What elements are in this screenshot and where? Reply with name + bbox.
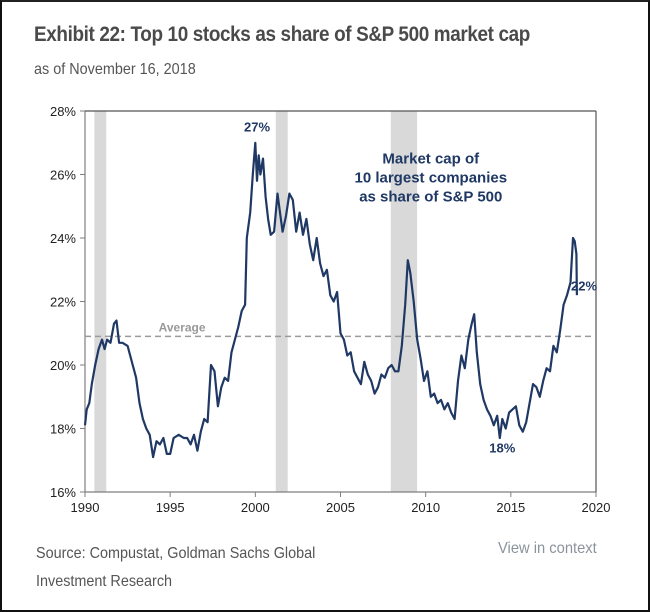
x-tick-label: 1995 (156, 500, 185, 515)
series-line (83, 141, 578, 459)
series-annotation: Market cap of (382, 150, 480, 167)
x-tick-label: 2000 (241, 500, 270, 515)
y-tick-label: 24% (50, 231, 76, 246)
y-tick-label: 26% (50, 168, 76, 183)
axes: 16% 18% 20% 22% 24% 26% 28% 1990 1995 2000 2005 201… (50, 104, 610, 515)
y-tick-label: 16% (50, 485, 76, 500)
source-line-1: Source: Compustat, Goldman Sachs Global (36, 545, 316, 562)
series-annotation: 10 largest companies (354, 169, 507, 186)
source-note: Source: Compustat, Goldman Sachs Global … (36, 540, 315, 596)
x-tick-label: 2010 (411, 500, 440, 515)
y-tick-label: 20% (50, 358, 76, 373)
series-group (83, 141, 578, 459)
chart-title: Exhibit 22: Top 10 stocks as share of S&… (34, 23, 530, 46)
x-tick-label: 2005 (326, 500, 355, 515)
y-tick-label: 18% (50, 422, 76, 437)
annotations: Market cap of 10 largest companies as shar… (159, 120, 598, 456)
series-annotation: as share of S&P 500 (359, 188, 502, 205)
data-label: 22% (571, 278, 597, 293)
y-tick-label: 28% (50, 104, 76, 119)
recession-band (94, 111, 107, 492)
data-label: 27% (244, 120, 270, 135)
y-tick-label: 22% (50, 295, 76, 310)
average-label: Average (159, 321, 206, 335)
x-tick-label: 2020 (582, 500, 611, 515)
recession-band (275, 111, 288, 492)
x-tick-label: 1990 (71, 500, 100, 515)
data-label: 18% (489, 440, 515, 455)
view-in-context-link[interactable]: View in context (498, 540, 597, 557)
source-line-2: Investment Research (36, 573, 173, 590)
chart-subtitle: as of November 16, 2018 (34, 61, 196, 78)
x-tick-label: 2015 (496, 500, 525, 515)
